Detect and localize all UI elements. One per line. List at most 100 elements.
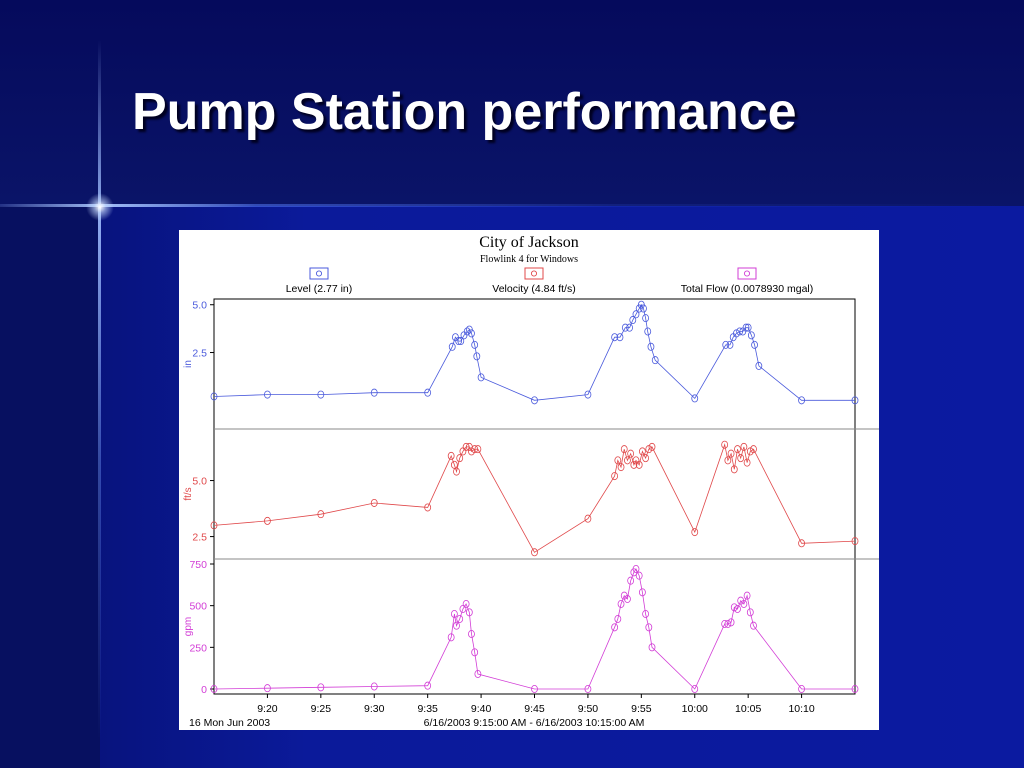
- data-point-1-34: [730, 465, 738, 474]
- slide-title: Pump Station performance: [132, 83, 797, 141]
- data-point-2-32: [724, 619, 732, 628]
- data-point-0-10: [463, 327, 471, 336]
- data-point-2-1: [264, 684, 271, 693]
- series-line-2: [213, 568, 855, 690]
- data-point-1-33: [727, 449, 735, 458]
- data-point-0-21: [626, 323, 633, 332]
- data-point-2-7: [453, 621, 460, 630]
- series-line-0: [213, 303, 855, 401]
- data-point-0-30: [651, 356, 659, 365]
- legend-marker-0: [315, 270, 323, 277]
- data-point-2-24: [632, 564, 640, 573]
- data-point-2-35: [734, 604, 741, 613]
- x-tick-label-3: 9:35: [417, 703, 438, 715]
- data-point-1-38: [743, 458, 751, 467]
- light-flare-icon: [86, 193, 114, 221]
- data-point-1-8: [456, 454, 464, 463]
- y-axis-label-1: ft/s: [183, 487, 194, 500]
- data-point-2-27: [642, 609, 650, 618]
- data-point-1-18: [614, 456, 622, 465]
- data-point-2-12: [468, 629, 475, 638]
- series-line-1: [213, 443, 856, 553]
- data-point-0-15: [477, 373, 485, 382]
- data-point-0-7: [455, 337, 463, 346]
- data-point-2-0: [210, 684, 218, 693]
- legend-swatch-0: [309, 267, 329, 280]
- data-point-1-4: [424, 503, 432, 512]
- legend-marker-1: [530, 270, 538, 277]
- data-point-1-37: [740, 442, 748, 451]
- data-point-0-44: [851, 396, 859, 405]
- data-point-1-5: [447, 451, 455, 460]
- legend-swatch-1: [524, 267, 544, 280]
- data-point-0-22: [629, 316, 637, 325]
- data-point-2-17: [611, 623, 619, 632]
- data-point-0-3: [370, 388, 378, 397]
- data-point-1-15: [531, 548, 538, 557]
- flowlink-chart: City of Jackson Flowlink 4 for Windows Lev…: [183, 234, 879, 729]
- data-point-2-11: [465, 608, 473, 617]
- data-point-2-40: [750, 621, 757, 630]
- data-point-0-42: [755, 361, 763, 370]
- plot-frame: [213, 298, 856, 695]
- chart-panel: City of Jackson Flowlink 4 for Windows Lev…: [179, 230, 879, 730]
- data-point-0-27: [642, 314, 650, 323]
- data-point-1-20: [620, 445, 628, 454]
- data-point-1-26: [639, 447, 646, 456]
- y-tick-label-2-1: 250: [189, 642, 207, 654]
- data-point-2-39: [746, 608, 754, 617]
- data-point-2-30: [691, 684, 699, 693]
- data-point-2-22: [627, 576, 635, 585]
- data-point-1-10: [462, 442, 470, 451]
- data-point-1-31: [721, 440, 729, 449]
- data-point-1-17: [611, 472, 619, 481]
- data-point-0-13: [471, 340, 479, 349]
- data-point-2-34: [730, 603, 738, 612]
- data-point-1-35: [734, 445, 741, 454]
- y-tick-label-0-1: 5.0: [192, 300, 207, 312]
- y-tick-label-2-2: 500: [189, 601, 207, 613]
- y-axis-label-0: in: [183, 360, 194, 368]
- data-point-2-3: [370, 682, 378, 691]
- data-point-2-5: [447, 633, 455, 642]
- data-point-2-18: [614, 614, 622, 623]
- data-point-1-1: [264, 516, 271, 525]
- data-point-2-42: [851, 684, 859, 693]
- data-point-1-21: [624, 456, 631, 465]
- data-point-1-13: [471, 445, 479, 454]
- data-point-0-29: [647, 342, 655, 351]
- y-tick-label-2-3: 750: [189, 559, 207, 571]
- data-point-0-32: [722, 340, 730, 349]
- data-point-2-15: [531, 684, 538, 693]
- data-point-0-0: [210, 392, 218, 401]
- footer-date: 16 Mon Jun 2003: [189, 717, 270, 729]
- data-point-2-29: [648, 643, 656, 652]
- y-axis-label-2: gpm: [183, 617, 194, 636]
- data-point-0-23: [632, 310, 640, 319]
- data-point-0-14: [473, 352, 481, 361]
- x-tick-label-4: 9:40: [471, 703, 492, 715]
- data-point-1-29: [648, 442, 656, 451]
- data-point-1-0: [210, 521, 218, 530]
- x-tick-label-5: 9:45: [524, 703, 545, 715]
- slide-left-strip: [0, 206, 100, 768]
- data-point-2-38: [743, 591, 751, 600]
- data-point-1-27: [642, 454, 650, 463]
- x-tick-label-0: 9:20: [257, 703, 278, 715]
- data-point-1-32: [724, 456, 732, 465]
- data-point-2-31: [721, 619, 729, 628]
- legend-marker-2: [743, 270, 751, 277]
- data-point-0-38: [742, 323, 750, 332]
- data-point-0-35: [733, 329, 740, 338]
- data-point-2-41: [798, 684, 805, 693]
- footer-time-range: 6/16/2003 9:15:00 AM - 6/16/2003 10:15:0…: [424, 717, 645, 729]
- y-tick-label-1-1: 5.0: [192, 476, 207, 488]
- chart-subtitle: Flowlink 4 for Windows: [480, 254, 578, 265]
- data-point-1-7: [453, 467, 460, 476]
- x-tick-label-8: 10:00: [682, 703, 708, 715]
- decorative-horizontal-line: [0, 204, 1024, 207]
- y-tick-label-1-0: 2.5: [192, 532, 207, 544]
- data-point-0-12: [468, 329, 475, 338]
- data-point-0-33: [726, 340, 734, 349]
- data-point-0-26: [640, 304, 647, 313]
